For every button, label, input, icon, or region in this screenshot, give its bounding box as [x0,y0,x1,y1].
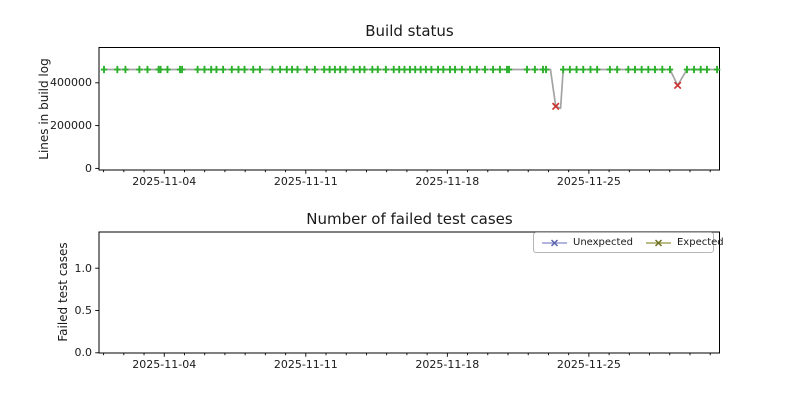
ok-build-marker [235,65,242,74]
ok-build-marker [560,65,567,74]
ok-build-marker [164,65,171,74]
ok-build-marker [466,65,474,74]
ok-build-marker [342,65,349,74]
ok-build-marker [690,65,698,74]
ok-build-marker [136,65,143,74]
ok-build-marker [580,65,587,74]
ok-build-marker [219,65,227,74]
ok-build-marker [683,65,691,74]
ok-build-marker [625,65,632,74]
ok-build-marker [703,65,711,74]
failed-build-marker [551,102,560,111]
y-tick-label: 0 [85,161,92,175]
y-tick-label: 0.0 [74,346,93,360]
ok-build-marker [390,65,397,74]
ok-build-marker [374,65,381,74]
ok-build-marker [473,65,481,74]
ok-build-marker [276,65,284,74]
ok-build-marker [505,65,513,74]
ok-build-marker [458,65,466,74]
legend-entry-expected: Expected [645,237,724,248]
failed-build-marker [673,81,682,90]
x-tick-label: 2025-11-25 [556,175,621,188]
ok-build-marker [489,65,497,74]
ok-build-marker [542,65,550,74]
ok-build-marker [645,65,652,74]
y-axis-label-lines-in-build-log: Lines in build log [37,58,51,160]
ok-build-marker [651,65,659,74]
ok-build-marker [144,65,151,74]
ok-build-marker [213,65,220,74]
ok-build-marker [606,65,614,74]
x-tick-label: 2025-11-25 [556,358,621,371]
ok-build-marker [294,65,301,74]
x-tick-label: 2025-11-18 [415,175,480,188]
ok-build-marker [201,65,208,74]
ok-build-marker [350,65,357,74]
ok-build-marker [496,65,504,74]
x-tick-label: 2025-11-18 [415,358,480,371]
y-axis-label-failed-test-cases: Failed test cases [56,242,70,342]
x-tick-label: 2025-11-04 [132,358,197,371]
x-tick-label: 2025-11-04 [132,175,197,188]
legend-entry-unexpected: Unexpected [541,237,633,248]
y-tick-label: 0.5 [74,304,93,317]
ok-build-marker [411,65,419,74]
y-tick-label: 200000 [50,119,92,133]
ok-build-marker [382,65,390,74]
ok-build-marker [250,65,257,74]
x-tick-label: 2025-11-11 [273,358,338,371]
ok-build-marker [523,65,531,74]
ok-build-marker [566,65,574,74]
ok-build-marker [593,65,601,74]
x-tick-label: 2025-11-11 [273,175,338,188]
chart-title-failed-test-cases: Number of failed test cases [306,210,513,228]
ok-build-marker [428,65,435,74]
expected-line-sample-icon [645,238,671,247]
ok-build-marker [659,65,666,74]
y-tick-label: 400000 [50,76,92,90]
ok-build-marker [713,65,721,74]
legend: Unexpected Expected [533,232,724,253]
ok-build-marker [321,65,328,74]
ok-build-marker [241,65,248,74]
ok-build-marker [638,65,645,74]
ok-build-marker [114,65,121,74]
ok-build-marker [481,65,489,74]
ok-build-marker [288,65,296,74]
ok-build-marker [269,65,276,74]
ok-build-marker [122,65,129,74]
ok-build-marker [336,65,344,74]
ok-build-marker [422,65,430,74]
chart-title-build-status: Build status [365,22,454,40]
ok-build-marker [451,65,459,74]
ok-build-marker [401,65,408,74]
ok-build-marker [303,65,311,74]
ok-build-marker [531,65,539,74]
ok-build-marker [666,65,674,74]
legend-label-unexpected: Unexpected [573,237,633,248]
ok-build-marker [194,65,201,74]
y-tick-label: 1.0 [74,261,93,275]
ok-build-marker [256,65,264,74]
ok-build-marker [613,65,621,74]
ok-build-marker [361,65,368,74]
ok-build-marker [228,65,235,74]
ok-build-marker [573,65,580,74]
ok-build-marker [631,65,639,74]
ok-build-marker [587,65,594,74]
unexpected-line-sample-icon [542,238,567,247]
legend-label-expected: Expected [676,237,724,248]
axes-frame [98,47,720,171]
ok-build-marker [157,65,164,74]
ok-build-marker [440,65,447,74]
ok-build-marker [178,65,186,74]
ok-build-marker [100,65,108,74]
ok-build-marker [697,65,704,74]
ok-build-marker [311,65,319,74]
ok-build-marker [369,65,376,74]
